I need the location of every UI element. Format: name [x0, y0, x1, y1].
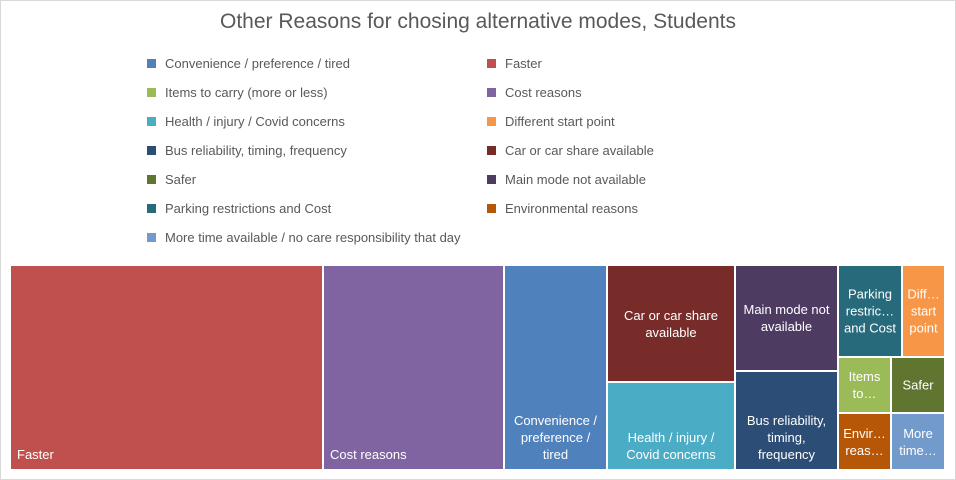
legend-item: Items to carry (more or less) — [147, 83, 328, 101]
treemap-tile: Diff… start point — [902, 265, 945, 357]
treemap-tile: More time… — [891, 413, 945, 470]
tile-label: Faster — [17, 447, 54, 462]
treemap-tile: Bus reliability, timing, frequency — [735, 371, 838, 470]
treemap-tile: Safer — [891, 357, 945, 413]
legend-label: Parking restrictions and Cost — [165, 200, 332, 216]
legend-item: Car or car share available — [487, 141, 654, 159]
legend-item: Environmental reasons — [487, 199, 638, 217]
legend-item: Convenience / preference / tired — [147, 54, 350, 72]
legend-item: Safer — [147, 170, 196, 188]
tile-label: Bus reliability, timing, frequency — [746, 413, 827, 462]
legend-item: Bus reliability, timing, frequency — [147, 141, 347, 159]
legend-item: Different start point — [487, 112, 615, 130]
tile-label: Health / injury / Covid concerns — [626, 430, 716, 462]
legend-swatch — [147, 58, 156, 68]
legend-swatch — [147, 203, 156, 213]
legend-swatch — [147, 174, 156, 184]
legend-label: Convenience / preference / tired — [165, 55, 350, 71]
chart-title: Other Reasons for chosing alternative mo… — [220, 10, 736, 33]
treemap-tile: Health / injury / Covid concerns — [607, 382, 735, 470]
legend-swatch — [147, 145, 156, 155]
tile-label: Parking restric… and Cost — [843, 286, 897, 336]
legend-item: Cost reasons — [487, 83, 582, 101]
legend-label: Main mode not available — [505, 171, 646, 187]
legend-swatch — [487, 87, 496, 97]
legend-label: Cost reasons — [505, 84, 582, 100]
legend-swatch — [487, 145, 496, 155]
tile-label: Cost reasons — [330, 447, 407, 462]
legend-item: Faster — [487, 54, 542, 72]
legend-swatch — [487, 58, 496, 68]
legend-label: Different start point — [505, 113, 615, 129]
legend-swatch — [487, 116, 496, 126]
chart-legend: Convenience / preference / tired Faster It… — [147, 54, 654, 246]
tile-label: Diff… start point — [907, 286, 940, 336]
tile-label: Safer — [902, 377, 934, 393]
legend-item: Main mode not available — [487, 170, 646, 188]
treemap-tile: Cost reasons — [323, 265, 504, 470]
treemap-tile: Faster — [10, 265, 323, 470]
tile-label: Convenience / preference / tired — [513, 413, 598, 462]
legend-swatch — [487, 203, 496, 213]
legend-swatch — [147, 116, 156, 126]
legend-label: Environmental reasons — [505, 200, 638, 216]
legend-label: Safer — [165, 171, 197, 187]
legend-swatch — [147, 232, 156, 242]
legend-label: Bus reliability, timing, frequency — [165, 142, 347, 158]
legend-label: Faster — [505, 55, 542, 71]
tile-label: Envir… reas… — [843, 425, 886, 458]
legend-swatch — [487, 174, 496, 184]
treemap-tile: Items to… — [838, 357, 891, 413]
treemap-tile: Main mode not available — [735, 265, 838, 371]
tile-label: Items to… — [848, 369, 881, 401]
treemap-tile: Convenience / preference / tired — [504, 265, 607, 470]
legend-item: Parking restrictions and Cost — [147, 199, 331, 217]
legend-label: Health / injury / Covid concerns — [165, 113, 345, 129]
legend-label: Items to carry (more or less) — [165, 84, 328, 100]
legend-item: More time available / no care responsibi… — [147, 228, 461, 246]
legend-label: More time available / no care responsibi… — [165, 229, 461, 245]
tile-label: Main mode not available — [743, 302, 830, 334]
tile-label: More time… — [899, 425, 937, 458]
treemap-tile: Parking restric… and Cost — [838, 265, 902, 357]
legend-label: Car or car share available — [505, 142, 654, 158]
legend-item: Health / injury / Covid concerns — [147, 112, 345, 130]
treemap-tile: Envir… reas… — [838, 413, 891, 470]
legend-swatch — [147, 87, 156, 97]
treemap-tile: Car or car share available — [607, 265, 735, 382]
tile-label: Car or car share available — [624, 307, 718, 340]
